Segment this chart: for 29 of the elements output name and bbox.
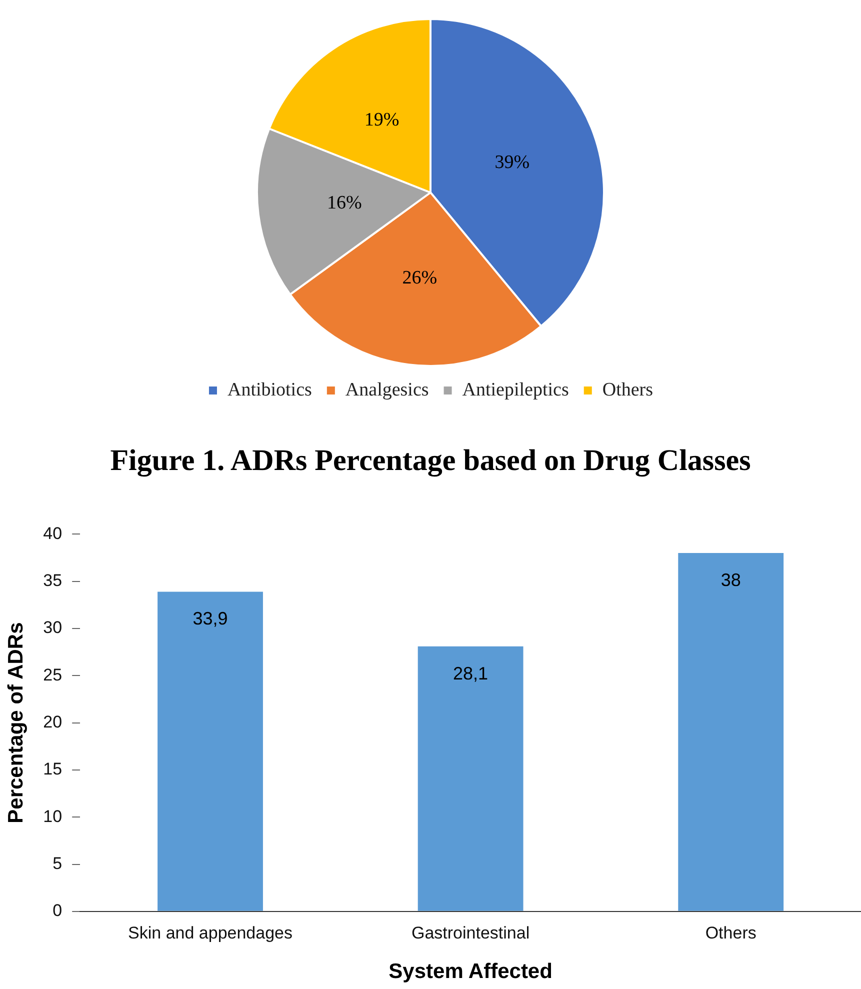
data-label: 39% (494, 152, 530, 174)
x-tick-label: Gastrointestinal (411, 923, 530, 942)
x-axis-title: System Affected (388, 960, 552, 984)
data-label: 26% (402, 268, 438, 289)
y-tick-label: 10 (43, 806, 62, 826)
legend-label: Analgesics (345, 379, 429, 400)
data-label: 16% (327, 192, 362, 214)
data-label: 19% (364, 110, 400, 131)
y-tick-label: 15 (43, 760, 62, 779)
y-tick-label: 20 (43, 712, 62, 732)
data-label: 33,9 (192, 608, 228, 629)
data-label: 28,1 (453, 663, 488, 684)
y-tick-label: 30 (43, 618, 62, 638)
bar (158, 592, 263, 911)
x-tick-label: Skin and appendages (128, 923, 292, 942)
legend-label: Antibiotics (227, 379, 312, 400)
x-tick-label: Others (705, 923, 756, 942)
legend-label: Antiepileptics (462, 379, 569, 400)
bar (678, 553, 784, 911)
bar (418, 646, 524, 911)
legend-label: Others (602, 379, 654, 400)
y-tick-label: 5 (52, 854, 62, 873)
y-tick-label: 40 (43, 524, 62, 543)
data-label: 38 (720, 570, 741, 590)
y-tick-label: 25 (43, 665, 62, 684)
y-axis-title: Percentage of ADRs (4, 622, 28, 824)
y-tick-label: 0 (52, 901, 62, 920)
text: Figure 1. ADRs Percentage based on Drug Classes (109, 444, 752, 479)
y-tick-label: 35 (43, 571, 62, 590)
